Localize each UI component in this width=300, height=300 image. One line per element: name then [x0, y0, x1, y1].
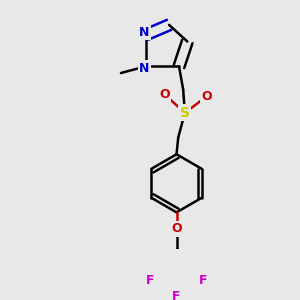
Text: O: O [171, 222, 182, 236]
Text: F: F [199, 274, 207, 287]
Text: F: F [172, 290, 181, 300]
Text: S: S [180, 106, 190, 120]
Text: O: O [201, 90, 212, 103]
Text: N: N [139, 26, 149, 39]
Text: F: F [146, 274, 154, 287]
Text: N: N [139, 61, 149, 74]
Text: O: O [160, 88, 170, 101]
